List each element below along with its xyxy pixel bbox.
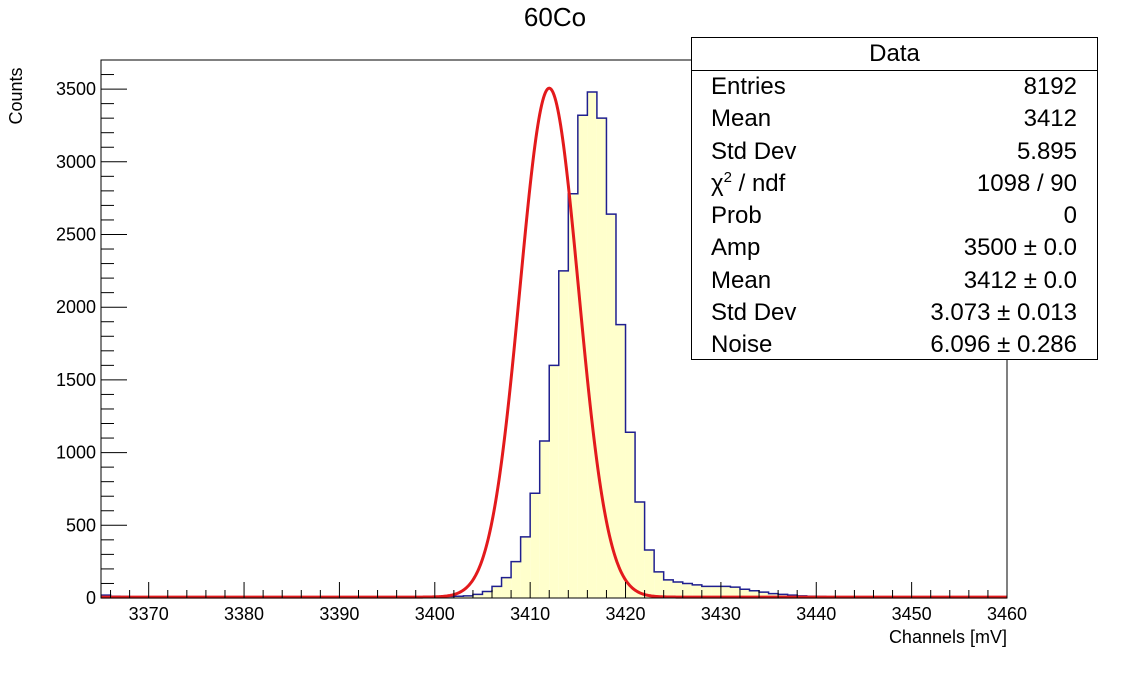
histogram-bin <box>615 324 626 598</box>
histogram-bin <box>568 193 578 598</box>
stats-value: 3500 ± 0.0 <box>963 234 1077 262</box>
y-tick-label: 500 <box>66 515 96 535</box>
histogram-bin <box>749 590 760 598</box>
fit-curve <box>101 86 1007 599</box>
stats-label: Noise <box>711 331 773 359</box>
stats-row-std-dev: Std Dev 5.895 <box>692 136 1097 168</box>
histogram-bin <box>539 440 550 598</box>
histogram-bin <box>501 577 512 598</box>
stats-label: Mean <box>711 266 772 294</box>
stats-row-mean: Mean 3412 <box>692 103 1097 135</box>
stats-header: Data <box>692 38 1097 71</box>
histogram-bin <box>644 550 655 598</box>
stats-value: 8192 <box>1023 73 1077 100</box>
x-tick-label: 3410 <box>510 604 550 624</box>
histogram-bin <box>673 582 683 598</box>
histogram-bin <box>472 594 483 598</box>
stats-value: 5.895 <box>1016 137 1077 165</box>
stats-label: Entries <box>711 73 786 100</box>
stats-row-amp: Amp 3500 ± 0.0 <box>692 232 1097 264</box>
y-tick-label: 0 <box>86 588 96 608</box>
histogram-bin <box>701 586 712 598</box>
histogram-bin <box>606 214 616 598</box>
histogram-bin <box>596 118 607 598</box>
stats-label: Std Dev <box>711 299 797 327</box>
histogram-bin <box>654 571 664 598</box>
stats-value: 3412 <box>1023 105 1077 133</box>
histogram-bin <box>463 595 473 598</box>
y-axis-label: Counts <box>6 67 26 124</box>
axes-layer: 3370 3380 3390 3400 3410 3420 3430 3440 3450 3460… <box>56 59 1027 624</box>
x-tick-label: 3450 <box>892 604 932 624</box>
histogram-bin <box>759 592 769 598</box>
fit-layer <box>101 86 1007 599</box>
stats-value: 1098 / 90 <box>976 169 1077 197</box>
stats-label: Amp <box>711 234 761 262</box>
stats-label: Std Dev <box>711 137 797 165</box>
chi-superscript: 2 <box>723 168 732 186</box>
histogram-bin <box>577 115 588 598</box>
stats-value: 3412 ± 0.0 <box>963 266 1077 294</box>
x-axis-label: Channels [mV] <box>889 627 1007 647</box>
x-tick-label: 3430 <box>701 604 741 624</box>
x-tick-label: 3460 <box>987 604 1027 624</box>
y-tick-label: 1500 <box>56 370 96 390</box>
stats-row-fit-std-dev: Std Dev 3.073 ± 0.013 <box>692 297 1097 329</box>
histogram-bin <box>511 561 521 598</box>
stats-row-chi2-ndf: χ2 / ndf 1098 / 90 <box>692 168 1097 200</box>
stats-row-fit-mean: Mean 3412 ± 0.0 <box>692 265 1097 297</box>
histogram-bin <box>492 586 502 598</box>
histogram-bin <box>587 91 597 598</box>
stats-label: χ2 / ndf <box>711 168 785 200</box>
histogram-bin <box>720 586 731 598</box>
histogram-bin <box>663 579 674 598</box>
histogram-bin <box>711 586 721 598</box>
y-tick-label: 2500 <box>56 224 96 244</box>
stats-value: 0 <box>1063 202 1077 230</box>
stats-value: 6.096 ± 0.286 <box>930 331 1077 359</box>
chart-title: 60Co <box>524 2 586 32</box>
y-tick-label: 3500 <box>56 79 96 99</box>
histogram-bin <box>558 270 569 598</box>
histogram-bin <box>692 584 702 598</box>
histogram-bin <box>730 587 740 598</box>
x-tick-label: 3420 <box>606 604 646 624</box>
stats-row-prob: Prob 0 <box>692 200 1097 232</box>
histogram-bin <box>549 365 559 598</box>
x-tick-label: 3370 <box>129 604 169 624</box>
x-tick-label: 3390 <box>319 604 359 624</box>
stats-box: Data Entries 8192 Mean 3412 Std Dev 5.89… <box>691 37 1098 360</box>
chi-symbol: χ <box>711 169 724 197</box>
histogram-bin <box>682 583 693 598</box>
x-tick-label: 3380 <box>224 604 264 624</box>
x-tick-label: 3440 <box>796 604 836 624</box>
histogram-bin <box>482 591 493 598</box>
y-tick-label: 2000 <box>56 297 96 317</box>
x-tick-label: 3400 <box>415 604 455 624</box>
histogram-bin <box>520 536 531 598</box>
histogram-bin <box>453 596 464 598</box>
y-tick-label: 3000 <box>56 152 96 172</box>
histogram-bin <box>635 502 645 598</box>
y-tick-label: 1000 <box>56 443 96 463</box>
histogram-bin <box>530 493 540 598</box>
stats-label: Mean <box>711 105 772 133</box>
histogram-bin <box>739 589 750 598</box>
histogram-bin <box>625 432 636 598</box>
chi-suffix: / ndf <box>731 169 786 197</box>
stats-label: Prob <box>711 202 762 230</box>
stats-value: 3.073 ± 0.013 <box>930 299 1077 327</box>
stats-row-entries: Entries 8192 <box>692 71 1097 103</box>
stats-row-noise: Noise 6.096 ± 0.286 <box>692 329 1097 361</box>
